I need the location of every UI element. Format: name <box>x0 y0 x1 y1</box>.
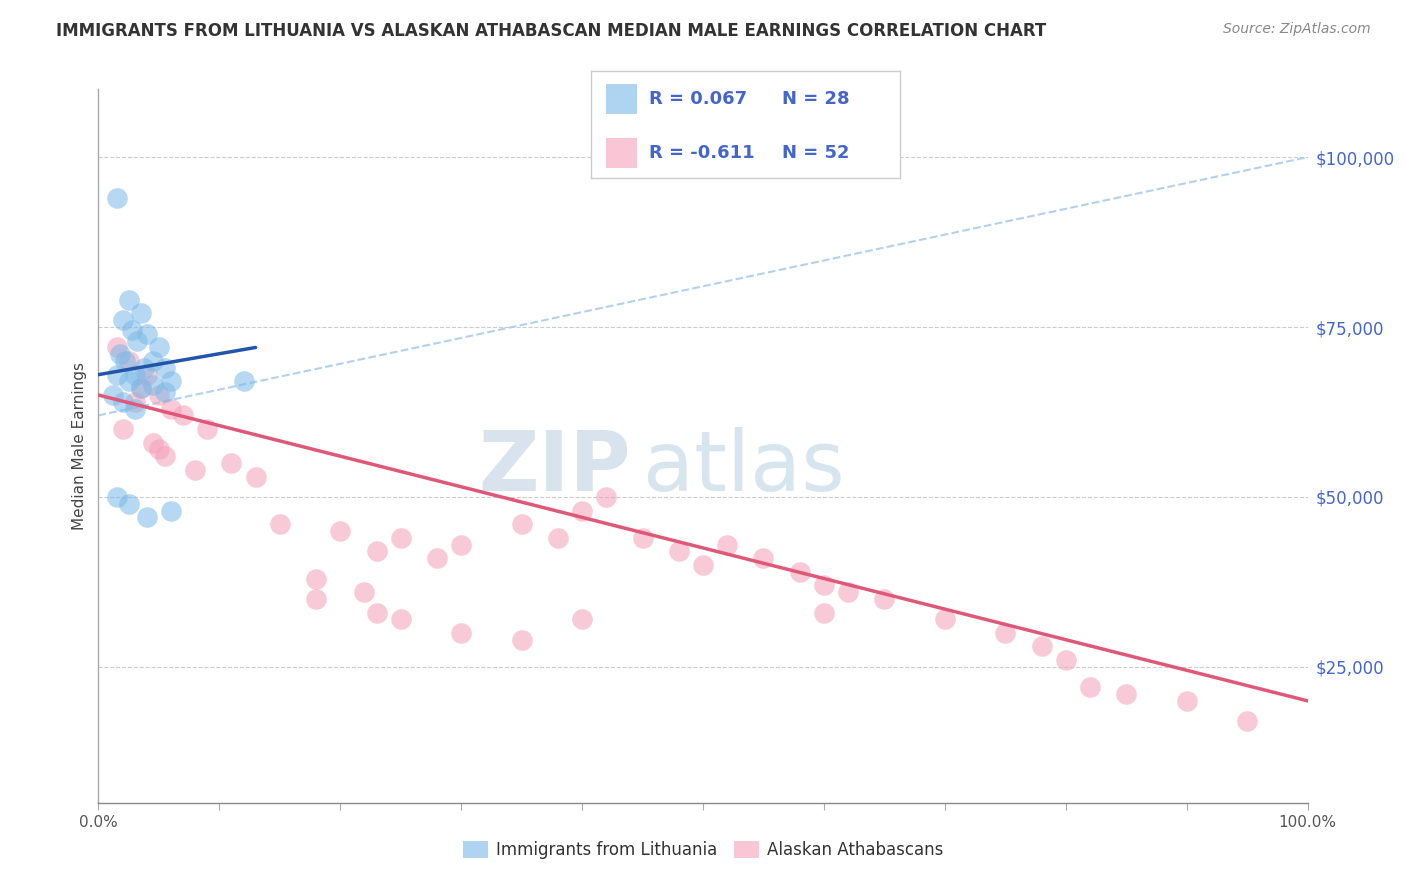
Point <box>232 375 254 389</box>
Point <box>571 503 593 517</box>
Point <box>101 388 124 402</box>
Point <box>105 368 128 382</box>
Point <box>329 524 352 538</box>
Point <box>105 341 128 355</box>
Point <box>148 341 170 355</box>
Point <box>118 375 141 389</box>
Point <box>184 463 207 477</box>
Bar <box>606 137 637 168</box>
Point <box>1054 653 1077 667</box>
Point <box>153 449 176 463</box>
Point <box>450 626 472 640</box>
Point <box>118 293 141 307</box>
Point <box>105 490 128 504</box>
Point <box>129 306 152 320</box>
Point <box>547 531 569 545</box>
Point <box>631 531 654 545</box>
Point <box>813 606 835 620</box>
Point <box>450 537 472 551</box>
Point <box>305 591 328 606</box>
Point <box>142 435 165 450</box>
Point <box>160 401 183 416</box>
Point <box>142 377 165 392</box>
Point <box>1175 694 1198 708</box>
Point <box>934 612 956 626</box>
Text: atlas: atlas <box>643 427 844 508</box>
Text: ZIP: ZIP <box>478 427 630 508</box>
Point <box>389 612 412 626</box>
Text: R = 0.067: R = 0.067 <box>650 90 748 108</box>
Point <box>111 394 134 409</box>
Point <box>595 490 617 504</box>
Y-axis label: Median Male Earnings: Median Male Earnings <box>72 362 87 530</box>
Point <box>160 503 183 517</box>
Text: N = 52: N = 52 <box>782 144 849 161</box>
Point <box>135 326 157 341</box>
Point <box>366 544 388 558</box>
Point <box>752 551 775 566</box>
Point <box>692 558 714 572</box>
Text: IMMIGRANTS FROM LITHUANIA VS ALASKAN ATHABASCAN MEDIAN MALE EARNINGS CORRELATION: IMMIGRANTS FROM LITHUANIA VS ALASKAN ATH… <box>56 22 1046 40</box>
Point <box>124 394 146 409</box>
Point <box>510 517 533 532</box>
Point <box>716 537 738 551</box>
Point <box>994 626 1017 640</box>
Legend: Immigrants from Lithuania, Alaskan Athabascans: Immigrants from Lithuania, Alaskan Athab… <box>456 834 950 866</box>
Point <box>668 544 690 558</box>
Text: R = -0.611: R = -0.611 <box>650 144 755 161</box>
Point <box>353 585 375 599</box>
Point <box>114 354 136 368</box>
Point <box>129 381 152 395</box>
Point <box>153 360 176 375</box>
Point <box>1115 687 1137 701</box>
Point <box>134 360 156 375</box>
Point <box>813 578 835 592</box>
Text: N = 28: N = 28 <box>782 90 849 108</box>
Point <box>305 572 328 586</box>
Point <box>148 442 170 457</box>
Point <box>124 401 146 416</box>
Point <box>118 497 141 511</box>
Point <box>1236 714 1258 729</box>
Point <box>135 510 157 524</box>
Point <box>873 591 896 606</box>
Point <box>1078 680 1101 694</box>
Point <box>1031 640 1053 654</box>
Point <box>160 375 183 389</box>
Point <box>127 334 149 348</box>
Point <box>837 585 859 599</box>
Point <box>510 632 533 647</box>
Point <box>111 313 134 327</box>
Point <box>571 612 593 626</box>
Point <box>111 422 134 436</box>
Point <box>153 384 176 399</box>
Point <box>148 388 170 402</box>
Point <box>426 551 449 566</box>
Bar <box>606 84 637 114</box>
Point <box>269 517 291 532</box>
Point <box>221 456 243 470</box>
Point <box>121 323 143 337</box>
Point <box>245 469 267 483</box>
Point <box>172 409 194 423</box>
Text: Source: ZipAtlas.com: Source: ZipAtlas.com <box>1223 22 1371 37</box>
Point <box>124 368 146 382</box>
Point <box>118 354 141 368</box>
Point <box>789 565 811 579</box>
Point <box>108 347 131 361</box>
Point <box>195 422 218 436</box>
Point <box>135 368 157 382</box>
Point <box>389 531 412 545</box>
Point <box>142 354 165 368</box>
Point <box>129 381 152 395</box>
Point <box>366 606 388 620</box>
Point <box>105 191 128 205</box>
